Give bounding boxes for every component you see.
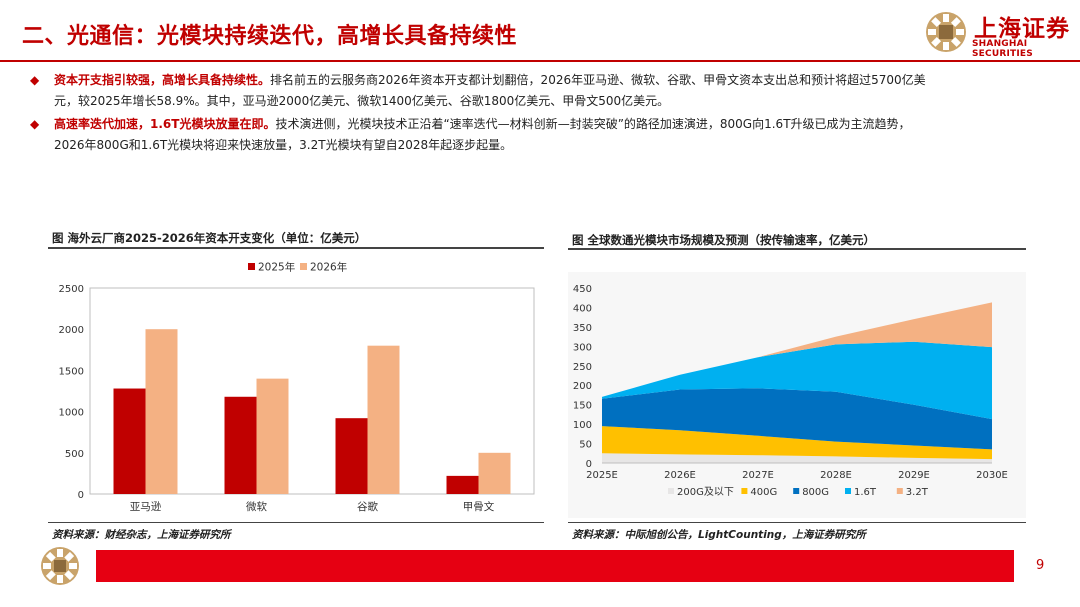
plot-frame: [89, 287, 535, 495]
title-divider: [0, 60, 1080, 62]
y-tick-label: 1500: [59, 366, 84, 377]
y-tick-label: 400: [573, 303, 592, 314]
left-chart-bottom-rule: [48, 522, 544, 523]
optical-module-area-chart: 0 50 100 150 200 250 300 350 400 450 2025E 2026E 202…: [568, 272, 1026, 518]
x-tick-label: 2030E: [976, 470, 1008, 481]
bullet-highlight: 资本开支指引较强，高增长具备持续性。: [54, 73, 271, 87]
legend-label: 800G: [802, 487, 829, 498]
shanghai-securities-logo: [926, 12, 966, 52]
logo-text-cn: 上海证券: [974, 16, 1070, 42]
right-chart-title: 图 全球数通光模块市场规模及预测（按传输速率，亿美元）: [572, 233, 876, 247]
bullet-item-speed: ◆ 高速率迭代加速，1.6T光模块放量在即。技术演进侧，光模块技术正沿着“速率迭…: [30, 114, 1060, 156]
area-series: [602, 453, 992, 463]
legend-label: 3.2T: [906, 487, 929, 498]
bar: [145, 329, 178, 494]
legend-swatch: [668, 488, 674, 494]
right-chart-bottom-rule: [568, 522, 1026, 523]
legend-swatch: [300, 263, 307, 270]
area-series: [602, 341, 992, 420]
bar: [478, 452, 511, 494]
legend-swatch: [845, 488, 851, 494]
bullet-text: 技术演进侧，光模块技术正沿着“速率迭代—材料创新—封装突破”的路径加速演进，80…: [275, 117, 911, 131]
legend-label: 2026年: [310, 261, 347, 274]
x-tick-label: 微软: [246, 500, 267, 513]
bar: [367, 345, 400, 494]
x-tick-label: 2027E: [742, 470, 774, 481]
page-number: 9: [1036, 558, 1045, 573]
area-series: [602, 388, 992, 450]
page-title: 二、光通信：光模块持续迭代，高增长具备持续性: [22, 24, 518, 49]
x-tick-label: 2029E: [898, 470, 930, 481]
diamond-bullet-icon: ◆: [30, 117, 40, 131]
legend-label: 1.6T: [854, 487, 877, 498]
capex-bar-chart: 0 500 1000 1500 2000 2500 2025年 2026年亚马逊 微软 谷歌 甲骨文: [59, 261, 535, 513]
logo-emblem-icon: [926, 12, 966, 52]
right-chart-top-rule: [568, 248, 1026, 250]
y-tick-label: 2500: [59, 284, 84, 295]
x-tick-label: 亚马逊: [130, 501, 162, 513]
y-tick-label: 200: [573, 381, 592, 392]
bar: [256, 378, 289, 494]
y-tick-label: 250: [573, 362, 592, 373]
y-tick-label: 150: [573, 401, 592, 412]
x-tick-label: 甲骨文: [463, 500, 495, 513]
x-tick-label: 2026E: [664, 470, 696, 481]
bar: [335, 418, 368, 494]
bar: [224, 396, 257, 494]
y-tick-label: 0: [78, 490, 84, 501]
bullet-text-cont: 元，较2025年增长58.9%。其中，亚马逊2000亿美元、微软1400亿美元、…: [54, 94, 670, 108]
y-tick-label: 350: [573, 323, 592, 334]
right-chart-source: 资料来源：中际旭创公告，LightCounting，上海证券研究所: [572, 529, 866, 541]
legend-label: 200G及以下: [677, 486, 734, 498]
bullet-text: 排名前五的云服务商2026年资本开支都计划翻倍，2026年亚马逊、微软、谷歌、甲…: [270, 73, 926, 87]
y-tick-label: 100: [573, 420, 592, 431]
legend-swatch: [741, 488, 748, 494]
legend-swatch: [248, 263, 255, 270]
logo-text-en: SHANGHAI SECURITIES: [972, 39, 1033, 59]
left-chart-title: 图 海外云厂商2025-2026年资本开支变化（单位：亿美元）: [52, 231, 367, 245]
left-chart-source: 资料来源：财经杂志，上海证券研究所: [52, 529, 231, 541]
bullet-highlight-2: 1.6T光模块放量在即。: [150, 117, 276, 131]
y-tick-label: 450: [573, 284, 592, 295]
footer-bar: [96, 550, 1014, 582]
y-tick-label: 50: [579, 440, 592, 451]
legend-label: 2025年: [258, 261, 295, 274]
bullet-item-capex: ◆ 资本开支指引较强，高增长具备持续性。排名前五的云服务商2026年资本开支都计…: [30, 70, 1060, 112]
y-tick-label: 2000: [59, 325, 84, 336]
y-tick-label: 1000: [59, 408, 84, 419]
x-tick-label: 2025E: [586, 470, 618, 481]
legend-label: 400G: [750, 487, 777, 498]
y-tick-label: 500: [65, 449, 84, 460]
bullet-highlight: 高速率迭代加速，: [54, 117, 151, 131]
y-tick-label: 300: [573, 342, 592, 353]
diamond-bullet-icon: ◆: [30, 73, 40, 87]
x-tick-label: 谷歌: [357, 500, 378, 513]
legend-swatch: [793, 488, 800, 494]
x-tick-label: 2028E: [820, 470, 852, 481]
area-series: [602, 302, 992, 397]
bar: [113, 388, 146, 494]
area-series: [602, 426, 992, 460]
footer-logo-icon: [41, 547, 79, 585]
legend-swatch: [896, 488, 903, 494]
bullet-text-cont: 2026年800G和1.6T光模块将迎来快速放量，3.2T光模块有望自2028年…: [54, 138, 513, 152]
y-tick-label: 0: [586, 459, 592, 470]
bar: [446, 475, 479, 494]
bullet-list: ◆ 资本开支指引较强，高增长具备持续性。排名前五的云服务商2026年资本开支都计…: [30, 70, 1060, 158]
left-chart-top-rule: [48, 247, 544, 249]
